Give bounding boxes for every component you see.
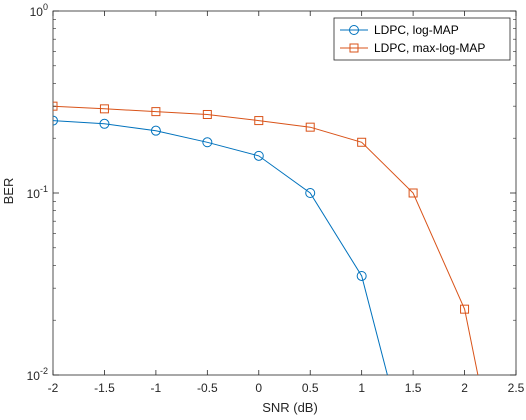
y-tick-label: 100 <box>30 2 48 19</box>
legend-box <box>333 17 511 61</box>
series-1 <box>53 115 388 375</box>
ticks-layer: -2 -1.5 -1 -0.5 0 0.5 1 1.5 2 2.5 10-2 10-1 100 <box>27 2 525 395</box>
data-point <box>202 137 213 148</box>
data-point <box>99 104 109 114</box>
data-point <box>305 122 315 132</box>
data-point <box>254 116 264 126</box>
x-tick-label: 0.5 <box>302 381 319 395</box>
x-axis-label: SNR (dB) <box>262 400 318 415</box>
legend-marker <box>349 25 359 35</box>
data-point <box>53 101 58 111</box>
data-point <box>305 188 316 198</box>
axes-box <box>52 10 517 376</box>
series-line <box>53 105 479 375</box>
data-point <box>356 270 367 281</box>
data-point <box>408 188 418 198</box>
x-tick-label: 1.5 <box>405 381 422 395</box>
legend-entry-label: LDPC, max-log-MAP <box>374 41 485 55</box>
legend-marker <box>349 43 359 53</box>
data-point <box>460 304 470 314</box>
x-tick-label: -1 <box>151 381 162 395</box>
series-2 <box>53 101 479 375</box>
series-line <box>53 120 388 375</box>
x-tick-label: 1 <box>358 381 365 395</box>
data-point <box>150 125 161 136</box>
data-point <box>357 137 367 147</box>
data-point <box>202 109 212 119</box>
plot-area <box>52 10 517 376</box>
x-tick-label: 0 <box>255 381 262 395</box>
y-tick-label: 10-1 <box>27 184 48 201</box>
y-axis-label: BER <box>1 178 16 205</box>
data-point <box>151 107 161 117</box>
x-tick-label: 2.5 <box>508 381 525 395</box>
data-point <box>253 150 264 161</box>
legend-entry-label: LDPC, log-MAP <box>374 23 459 37</box>
legend: LDPC, log-MAP LDPC, max-log-MAP <box>333 17 511 61</box>
data-point <box>99 118 110 129</box>
y-tick-label: 10-2 <box>27 366 48 383</box>
series-layer <box>53 101 479 375</box>
x-tick-label: -1.5 <box>94 381 115 395</box>
x-tick-label: -2 <box>48 381 59 395</box>
data-point <box>53 115 58 126</box>
x-tick-label: -0.5 <box>197 381 218 395</box>
x-tick-label: 2 <box>461 381 468 395</box>
